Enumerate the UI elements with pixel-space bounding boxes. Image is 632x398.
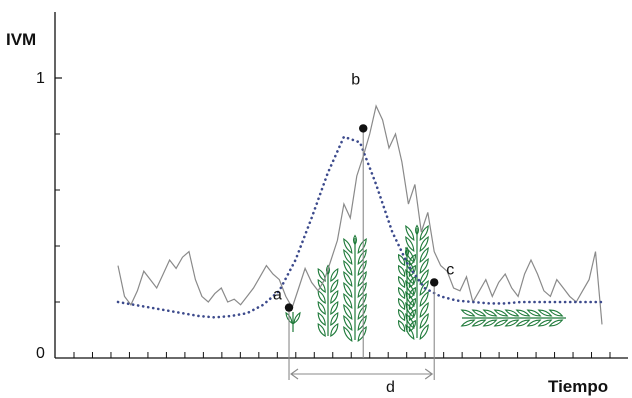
interval-arrow-right: [424, 368, 434, 380]
ticks: [55, 77, 611, 358]
series-blue-dotted: [116, 135, 604, 319]
x-axis-label: Tiempo: [548, 377, 608, 396]
plant-illustrations: [285, 224, 566, 342]
plant-harvested: [460, 309, 566, 327]
plant-young: [317, 264, 339, 338]
point-label-a: a: [273, 287, 282, 304]
plant-flowering-2: [398, 246, 416, 333]
interval-label-d: d: [386, 379, 395, 396]
plant-mature: [343, 234, 367, 342]
points-layer: a b c: [273, 71, 454, 312]
point-label-b: b: [351, 71, 360, 88]
point-a: [284, 303, 294, 312]
axes: [54, 12, 628, 359]
point-b: [359, 124, 368, 133]
y-axis-label: IVM: [6, 30, 36, 49]
y-tick-label-1: 1: [36, 70, 45, 87]
guide-lines: [288, 128, 435, 380]
series-gray-solid: [117, 104, 603, 325]
plant-flowering: [405, 224, 429, 340]
point-label-c: c: [446, 261, 454, 278]
series-layer: [116, 104, 604, 325]
interval-arrow-left: [290, 368, 299, 380]
plant-sprout: [285, 311, 301, 332]
point-c: [430, 278, 439, 287]
y-tick-label-0: 0: [36, 345, 45, 362]
